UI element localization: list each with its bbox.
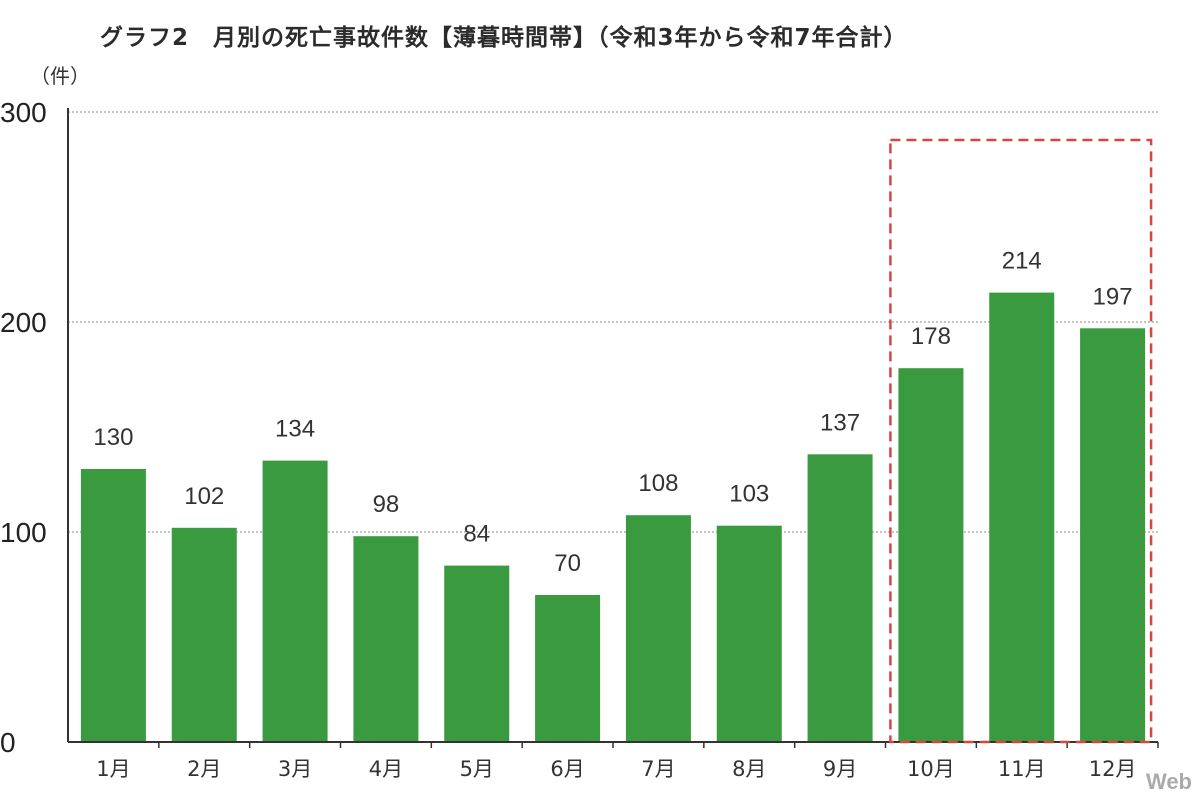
value-label: 178 bbox=[911, 323, 951, 350]
y-tick-label: 100 bbox=[0, 517, 47, 548]
category-label: 6月 bbox=[550, 757, 584, 781]
bar bbox=[262, 460, 328, 742]
bar bbox=[353, 536, 419, 742]
chart-title: グラフ2 月別の死亡事故件数【薄暮時間帯】（令和3年から令和7年合計） bbox=[100, 25, 908, 51]
value-label: 84 bbox=[463, 521, 490, 548]
value-label: 102 bbox=[184, 483, 224, 510]
bar bbox=[1080, 328, 1146, 742]
value-label: 98 bbox=[373, 491, 400, 518]
value-label: 108 bbox=[638, 470, 678, 497]
bar bbox=[807, 454, 873, 742]
y-tick-label: 200 bbox=[0, 307, 47, 338]
value-label: 134 bbox=[275, 416, 315, 443]
bar bbox=[625, 515, 691, 742]
y-tick-label: 0 bbox=[0, 727, 16, 758]
bar bbox=[898, 368, 964, 742]
value-label: 214 bbox=[1002, 248, 1042, 275]
value-label: 137 bbox=[820, 409, 860, 436]
category-label: 2月 bbox=[187, 757, 221, 781]
value-label: 70 bbox=[554, 550, 581, 577]
category-label: 3月 bbox=[278, 757, 312, 781]
highlight-box bbox=[889, 138, 1153, 744]
bar bbox=[716, 525, 782, 742]
category-label: 8月 bbox=[732, 757, 766, 781]
watermark-text: Web bbox=[1145, 769, 1192, 794]
value-label: 130 bbox=[93, 424, 133, 451]
category-label: 5月 bbox=[460, 757, 494, 781]
category-label: 11月 bbox=[998, 757, 1046, 781]
category-label: 12月 bbox=[1089, 757, 1137, 781]
bar bbox=[535, 595, 601, 742]
bar bbox=[989, 292, 1055, 742]
bar bbox=[171, 527, 237, 742]
category-label: 7月 bbox=[641, 757, 675, 781]
category-label: 1月 bbox=[96, 757, 130, 781]
y-tick-label: 300 bbox=[0, 97, 47, 128]
y-unit-label: （件） bbox=[30, 64, 90, 88]
value-label: 103 bbox=[729, 481, 769, 508]
category-label: 10月 bbox=[907, 757, 955, 781]
bar bbox=[80, 469, 146, 742]
category-label: 4月 bbox=[369, 757, 403, 781]
category-label: 9月 bbox=[823, 757, 857, 781]
value-label: 197 bbox=[1093, 283, 1133, 310]
bar bbox=[444, 565, 510, 742]
